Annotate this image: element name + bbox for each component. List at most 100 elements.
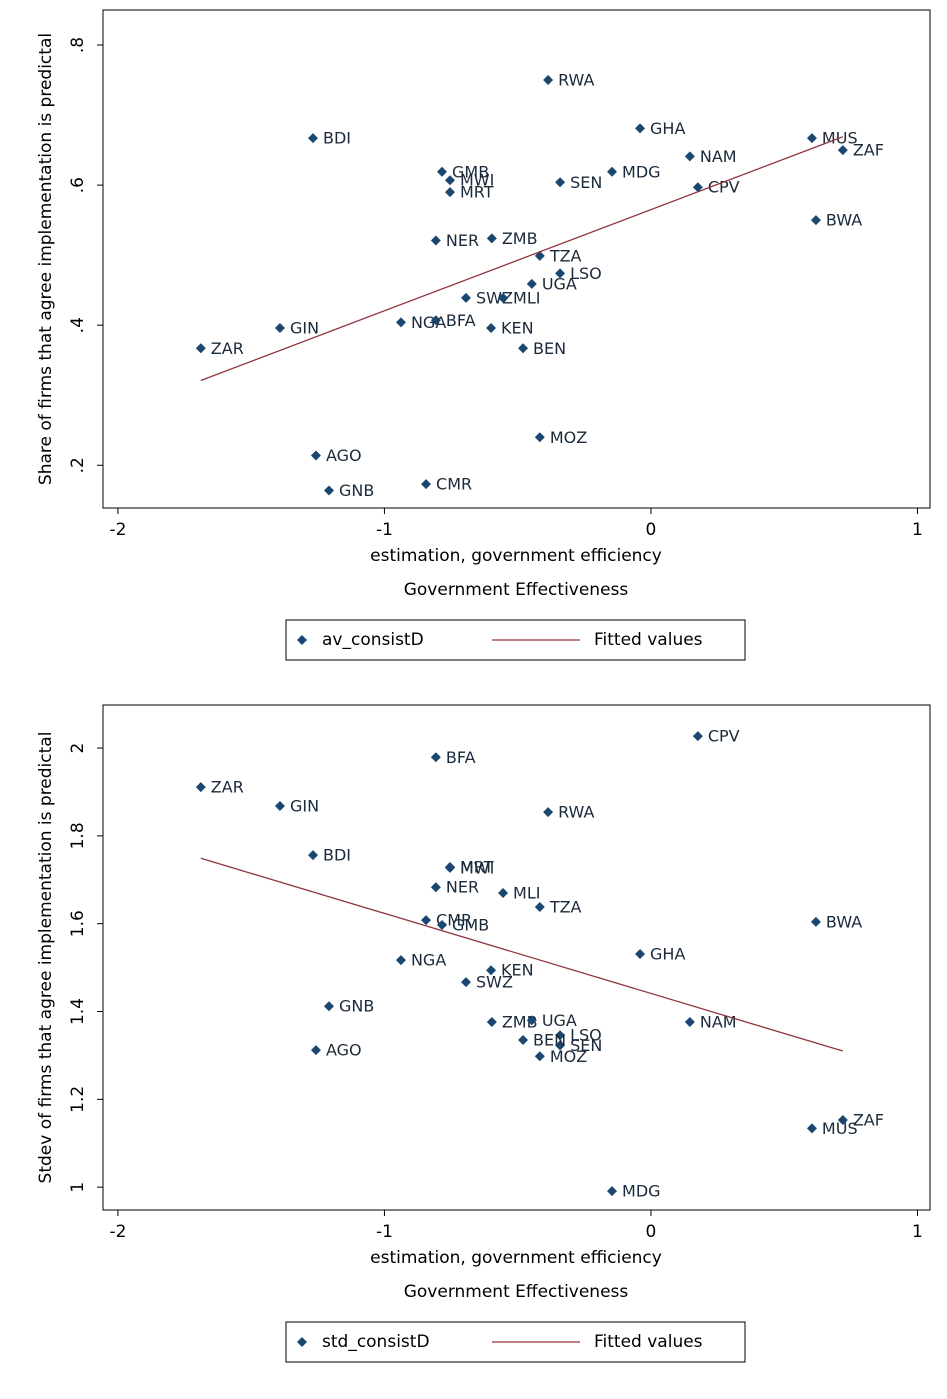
point [460,292,471,303]
point [310,1045,321,1056]
point [518,1035,529,1046]
point-label: BWA [826,912,862,931]
point-label: LSO [570,264,602,283]
x-tick-label: 1 [912,520,923,540]
point-label: BDI [323,846,351,865]
point-label: MOZ [550,1047,587,1066]
point [555,1040,566,1051]
point [534,902,545,912]
point [421,479,432,490]
point [486,322,497,333]
point-label: AGO [326,1041,362,1060]
point-label: BDI [323,129,351,148]
point [308,850,319,861]
point-label: RWA [558,803,594,822]
point [684,1017,695,1028]
point [607,1186,618,1197]
point [635,123,646,134]
y-tick-label: 2 [68,743,88,754]
point [810,215,821,226]
x-tick-label: 0 [646,1222,657,1242]
point [486,1017,497,1028]
point-label: NER [446,231,479,250]
y-tick-label: 1.6 [68,910,88,937]
point-label: MWI [460,858,494,877]
point-label: BFA [446,748,476,767]
point [310,450,321,461]
x-tick-label: 0 [646,520,657,540]
point-label: MDG [622,1182,661,1201]
point-label: ZAF [853,141,884,160]
point [460,977,471,988]
legend-marker [297,1337,307,1347]
point-label: NAM [700,1013,737,1032]
point-label: ZMB [502,229,538,248]
point [445,175,456,186]
point-label: UGA [542,274,577,293]
x-tick-label: -1 [376,1222,393,1242]
point-label: MLI [513,288,540,307]
point [430,315,441,326]
point-label: BEN [533,339,566,358]
point-label: CPV [708,178,740,197]
point-label: TZA [549,898,582,917]
point [534,432,545,443]
x-axis-title: estimation, government efficiency [370,1248,662,1268]
y-axis-title: Share of firms that agree implementation… [36,33,56,485]
x-tick-label: -2 [109,1222,126,1242]
x-axis-note: Government Effectiveness [404,1282,629,1302]
point-label: SWZ [476,973,513,992]
point [430,235,441,246]
point-label: KEN [501,318,534,337]
point [607,166,618,177]
fitted-line [200,136,844,382]
legend-marker [297,635,307,645]
point [430,752,441,763]
point-label: NGA [411,313,446,332]
legend-label: Fitted values [594,630,703,650]
point-label: KEN [501,961,534,980]
point [445,187,456,198]
x-axis-title: estimation, government efficiency [370,546,662,566]
plot-area [102,9,931,509]
point [555,177,566,188]
y-tick-label: .8 [68,37,88,53]
point-label: GHA [650,944,685,963]
point-label: GHA [650,119,685,138]
point [555,268,566,279]
plot-area [102,704,931,1211]
point-label: BFA [446,311,476,330]
legend-label: av_consistD [322,630,424,650]
point [684,151,695,162]
point-label: SEN [570,1036,602,1055]
point-label: GIN [290,318,319,337]
y-tick-label: 1.4 [68,998,88,1025]
y-axis-title: Stdev of firms that agree implementation… [36,732,56,1184]
point-label: MLI [513,883,540,902]
point [274,322,285,333]
y-tick-label: .4 [68,317,88,333]
fitted-line [200,857,844,1052]
point-label: ZAR [211,778,244,797]
point-label: CMR [436,475,472,494]
point [195,343,206,354]
point [543,807,554,818]
point [430,882,441,893]
point [534,1051,545,1062]
point-label: CPV [708,727,740,746]
point-label: MOZ [550,428,587,447]
point-label: NGA [411,951,446,970]
point [806,1123,817,1134]
point [692,182,703,193]
point [274,801,285,811]
point [810,916,821,927]
legend-label: std_consistD [322,1332,430,1352]
point-label: RWA [558,71,594,90]
point-label: LSO [570,1026,602,1045]
point [543,75,554,86]
point-label: GMB [452,916,489,935]
point-label: GMB [452,162,489,181]
point [526,278,537,289]
point [195,782,206,793]
